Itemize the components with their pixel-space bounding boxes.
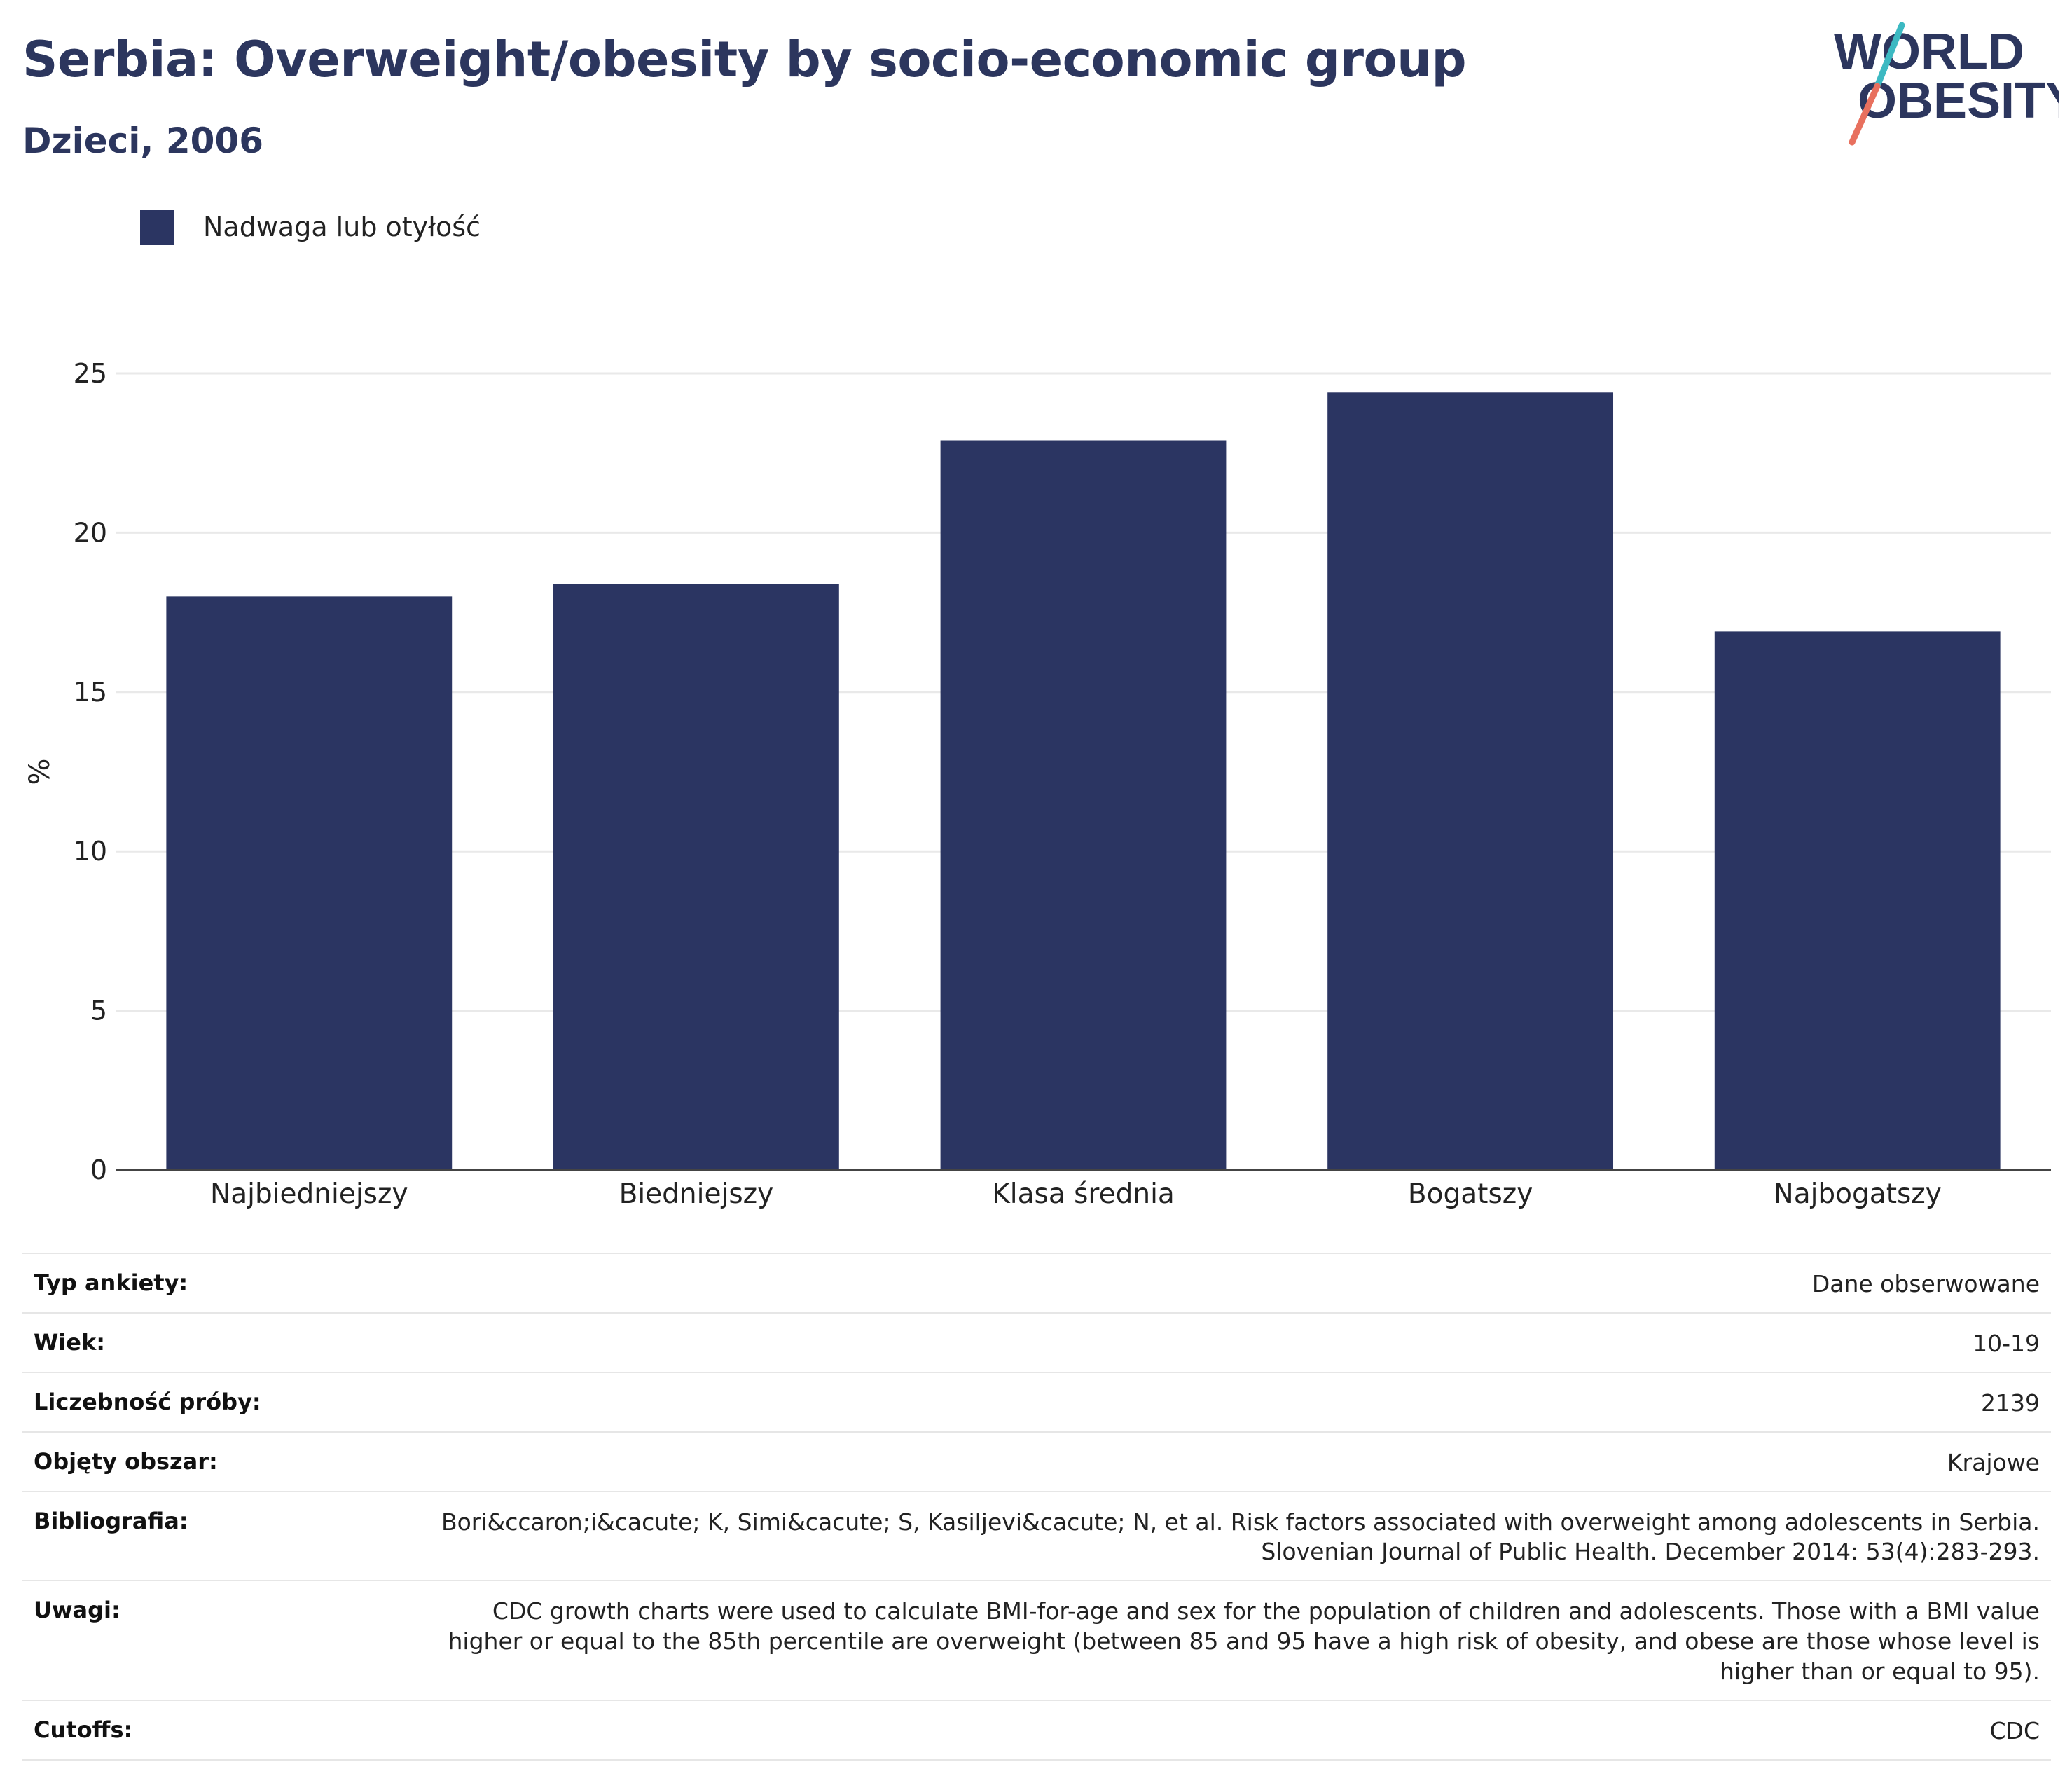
- info-value: CDC growth charts were used to calculate…: [448, 1597, 2040, 1686]
- bar-chart: 0 5 10 15 20 25 Najbiedniejszy Biedniejszy Klasa…: [24, 358, 2051, 1210]
- logo-text-obesity: OBESITY: [1858, 73, 2059, 129]
- legend-swatch: [140, 209, 174, 245]
- x-tick-label: Najbogatszy: [1774, 1178, 1942, 1210]
- info-value: Bori&ccaron;i&cacute; K, Simi&cacute; S,…: [441, 1508, 2040, 1566]
- x-tick-label: Biedniejszy: [619, 1178, 774, 1210]
- y-tick-label: 10: [74, 836, 107, 867]
- info-table: Typ ankiety: Dane obserwowane Wiek: 10-1…: [22, 1253, 2051, 1761]
- bar: [553, 584, 839, 1170]
- bar: [1327, 392, 1614, 1170]
- info-row-notes: Uwagi: CDC growth charts were used to ca…: [22, 1580, 2051, 1700]
- info-label: Cutoffs:: [34, 1716, 133, 1744]
- y-tick-label: 0: [90, 1155, 107, 1185]
- logo-slash-top: [1874, 22, 1905, 90]
- info-row-survey-type: Typ ankiety: Dane obserwowane: [22, 1253, 2051, 1312]
- info-label: Typ ankiety:: [34, 1269, 188, 1296]
- info-value: 2139: [1981, 1389, 2040, 1417]
- page-title: Serbia: Overweight/obesity by socio-econ…: [22, 31, 1467, 88]
- y-tick-label: 20: [74, 517, 107, 548]
- logo-text-world: WORLD: [1834, 24, 2024, 80]
- bar-layer: [166, 392, 2001, 1170]
- chart-legend[interactable]: Nadwaga lub otyłość: [140, 209, 481, 245]
- page-subtitle: Dzieci, 2006: [22, 121, 263, 161]
- legend-label: Nadwaga lub otyłość: [203, 212, 481, 242]
- axis-layer: 0 5 10 15 20 25 Najbiedniejszy Biedniejszy Klasa…: [24, 358, 2051, 1210]
- y-tick-label: 15: [74, 677, 107, 708]
- y-tick-label: 5: [90, 996, 107, 1026]
- bar: [1714, 631, 2001, 1170]
- info-label: Uwagi:: [34, 1597, 120, 1624]
- info-row-sample-size: Liczebność próby: 2139: [22, 1371, 2051, 1431]
- info-value: 10-19: [1973, 1329, 2040, 1357]
- x-tick-label: Bogatszy: [1408, 1178, 1533, 1210]
- info-label: Liczebność próby:: [34, 1388, 261, 1415]
- x-tick-label: Klasa średnia: [992, 1178, 1175, 1210]
- info-label: Objęty obszar:: [34, 1447, 218, 1475]
- info-value: CDC: [1989, 1717, 2040, 1745]
- info-row-cutoffs: Cutoffs: CDC: [22, 1700, 2051, 1761]
- y-axis-label: %: [24, 758, 56, 785]
- world-obesity-logo: WORLD OBESITY: [1834, 22, 2059, 146]
- x-tick-label: Najbiedniejszy: [210, 1178, 408, 1210]
- info-row-age: Wiek: 10-19: [22, 1312, 2051, 1372]
- bar: [940, 440, 1227, 1170]
- info-row-bibliography: Bibliografia: Bori&ccaron;i&cacute; K, S…: [22, 1490, 2051, 1581]
- info-row-area-covered: Objęty obszar: Krajowe: [22, 1431, 2051, 1491]
- info-value: Dane obserwowane: [1811, 1270, 2040, 1297]
- info-label: Bibliografia:: [34, 1507, 188, 1534]
- info-value: Krajowe: [1947, 1448, 2040, 1476]
- info-label: Wiek:: [34, 1328, 106, 1356]
- logo-slash-bottom: [1849, 83, 1881, 146]
- bar: [166, 596, 453, 1170]
- y-tick-label: 25: [74, 358, 107, 389]
